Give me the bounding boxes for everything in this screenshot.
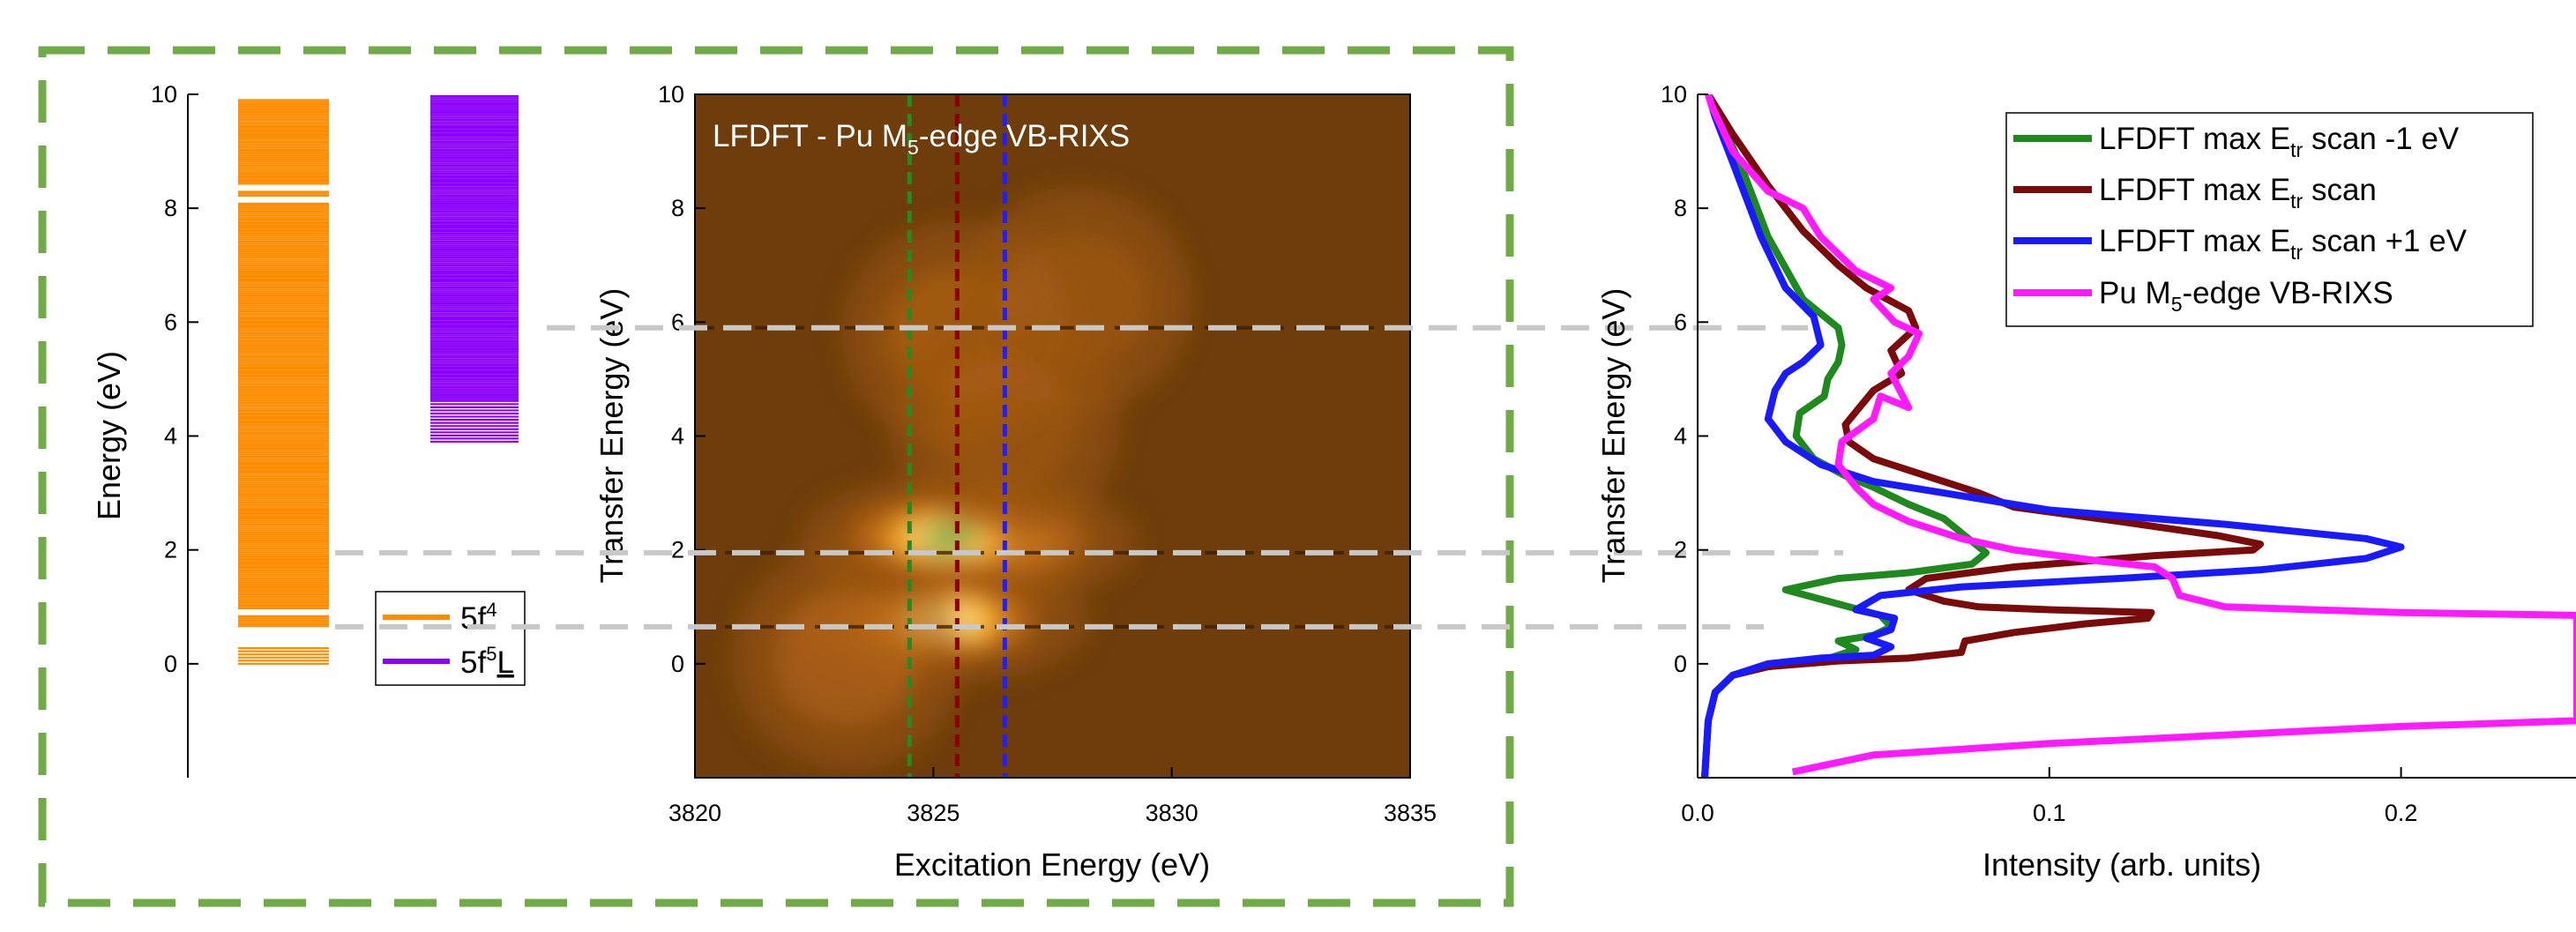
1-ytick-label: 10: [658, 81, 684, 108]
0-ytick-label: 8: [164, 195, 177, 221]
heatmap-x-ticks: 3820 3825 3830 3835: [668, 767, 1437, 826]
2-ytick-label: 2: [1674, 537, 1687, 563]
spectra-panel: 0.0 0.1 0.2 0 2 4 6 8 10 Intensity (arb. units)…: [1595, 81, 2576, 883]
panel-group-frame: [38, 46, 1514, 907]
spectra-y-axis-label: Transfer Energy (eV): [1595, 288, 1631, 584]
spectra-xtick-label: 0.2: [2385, 800, 2418, 826]
2-ytick-label: 0: [1674, 651, 1687, 677]
spectra-legend: LFDFT max Etr scan -1 eV LFDFT max Etr s…: [2005, 112, 2534, 327]
spectra-xtick-label: 0.1: [2033, 800, 2066, 826]
spectra-series-lines: [1701, 94, 2576, 778]
spectra-series-2: [1701, 94, 2405, 778]
0-ytick-label: 6: [164, 309, 177, 335]
energy-level-bars: [238, 94, 519, 665]
spectra-xtick-label: 0.0: [1681, 800, 1714, 826]
heatmap-x-axis-label: Excitation Energy (eV): [894, 846, 1210, 883]
1-ytick-label: 6: [671, 309, 684, 335]
energy-level-legend: 5f4 5f5L: [375, 591, 526, 686]
2-ytick-label: 4: [1674, 423, 1687, 450]
heatmap-xtick-label: 3835: [1384, 800, 1437, 826]
heatmap-title: LFDFT - Pu M5-edge VB-RIXS: [713, 119, 1130, 159]
2-ytick-label: 8: [1674, 195, 1687, 221]
heatmap-intensity-blobs: [732, 186, 1192, 772]
heatmap-panel: 3820 3825 3830 3835 0 2 4 6 8 10 LFDFT - Pu M5-e…: [594, 81, 1437, 883]
heatmap-peak-core: [919, 527, 976, 550]
energy-y-ticks: 0 2 4 6 8 10: [151, 81, 198, 677]
heatmap-vertical-lines: [907, 94, 1007, 778]
legend-label-pu-rixs: Pu M5-edge VB-RIXS: [2099, 276, 2393, 316]
energy-level-panel: 0 2 4 6 8 10 Energy (eV) 5f4 5f5L: [91, 81, 526, 778]
1-ytick-label: 0: [671, 651, 684, 677]
heatmap-xtick-label: 3830: [1146, 800, 1198, 826]
1-ytick-label: 4: [671, 423, 684, 450]
heatmap-xtick-label: 3825: [907, 800, 959, 826]
2-ytick-label: 6: [1674, 309, 1687, 335]
0-ytick-label: 4: [164, 423, 177, 450]
1-ytick-label: 8: [671, 195, 684, 221]
spectra-x-ticks: 0.0 0.1 0.2: [1681, 767, 2417, 826]
energy-y-axis-label: Energy (eV): [91, 351, 127, 520]
heatmap-y-axis-label: Transfer Energy (eV): [594, 288, 630, 584]
heatmap-glow: [773, 591, 922, 725]
heatmap-xtick-label: 3820: [668, 800, 721, 826]
spectra-series-3: [1705, 94, 2576, 776]
spectra-y-ticks: 0 2 4 6 8 10: [1661, 81, 1708, 677]
0-ytick-label: 10: [151, 81, 177, 108]
0-ytick-label: 2: [164, 537, 177, 563]
1-ytick-label: 2: [671, 537, 684, 563]
legend-label-lfdft: LFDFT max Etr scan: [2099, 173, 2377, 212]
legend-label-lfdft-plus-1: LFDFT max Etr scan +1 eV: [2099, 224, 2468, 264]
reference-dashed-lines: [335, 324, 1843, 630]
0-ytick-label: 0: [164, 651, 177, 677]
legend-label-5f4: 5f4: [460, 599, 497, 636]
2-ytick-label: 10: [1661, 81, 1687, 108]
spectra-series-1: [1701, 94, 2265, 778]
spectra-x-axis-label: Intensity (arb. units): [1982, 846, 2261, 883]
legend-label-lfdft-minus-1: LFDFT max Etr scan -1 eV: [2099, 122, 2460, 161]
heatmap-y-ticks: 0 2 4 6 8 10: [658, 81, 706, 677]
legend-label-5f5L: 5f5L: [460, 643, 514, 680]
